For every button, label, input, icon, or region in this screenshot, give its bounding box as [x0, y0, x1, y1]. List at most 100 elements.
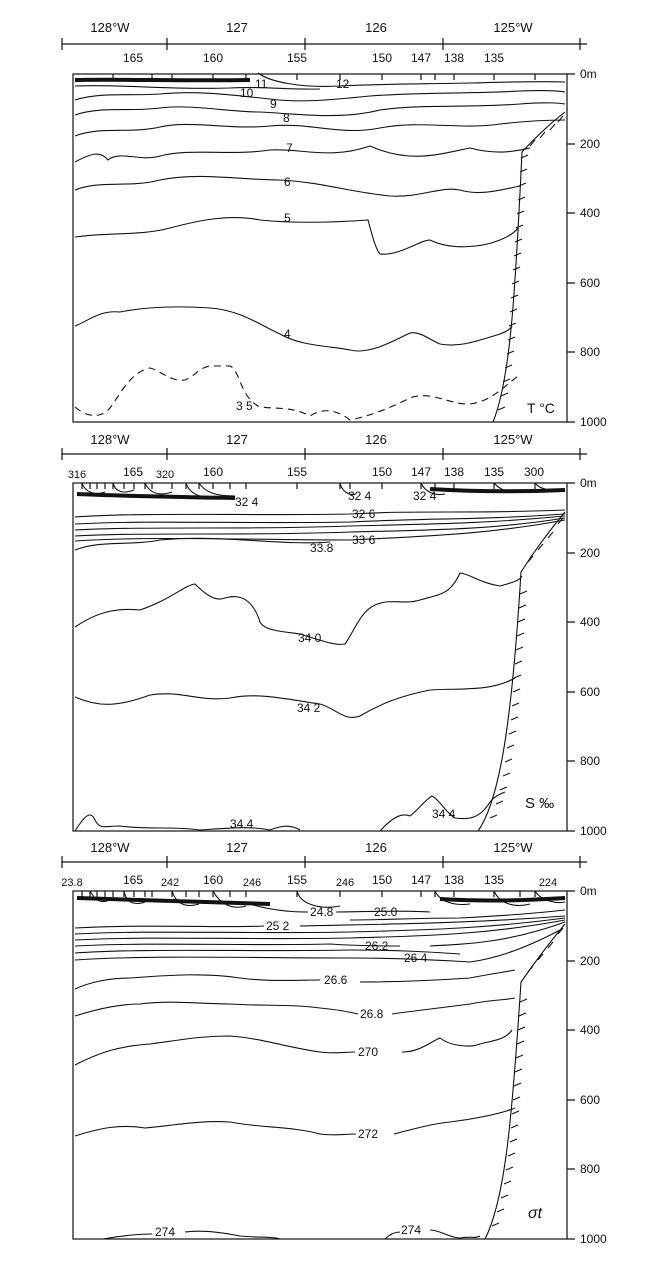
contour-label: 34 4	[432, 807, 456, 821]
temperature-contours	[74, 72, 566, 421]
station-label: 160	[203, 51, 223, 65]
station-label: 300	[524, 465, 544, 479]
station-label: 138	[444, 51, 464, 65]
station-labels: 316 165 320 160 155 150 147 138 135 300	[68, 465, 545, 481]
depth-tick-label: 800	[580, 754, 600, 768]
contour-label: 270	[358, 1045, 378, 1059]
station-label: 246	[243, 877, 261, 889]
depth-tick-label: 1000	[580, 1232, 607, 1246]
contour-label: 26 4	[404, 951, 428, 965]
depth-tick-label: 0m	[580, 884, 597, 898]
station-label: 147	[411, 51, 431, 65]
station-label: 135	[484, 873, 504, 887]
contour-label: 25 2	[266, 919, 290, 933]
contour-label: 5	[284, 211, 291, 225]
longitude-label: 128°W	[90, 840, 130, 855]
contour-label: 34 4	[230, 817, 254, 831]
contour-label: 4	[284, 327, 291, 341]
depth-tick-label: 600	[580, 276, 600, 290]
contour-label: 26.2	[365, 939, 389, 953]
station-label: 147	[411, 873, 431, 887]
contour-label: 10	[240, 86, 254, 100]
depth-tick-label: 1000	[580, 824, 607, 838]
station-label: 160	[203, 873, 223, 887]
station-ticks	[112, 74, 536, 80]
station-label: 242	[161, 877, 179, 889]
contour-label: 3 5	[236, 399, 253, 413]
longitude-label: 125°W	[493, 840, 533, 855]
station-label: 320	[156, 469, 174, 481]
station-label: 138	[444, 465, 464, 479]
station-label: 150	[372, 873, 392, 887]
continental-slope	[492, 111, 566, 423]
sigma-t-contours	[74, 890, 566, 1240]
depth-tick-label: 0m	[580, 67, 597, 81]
longitude-label: 128°W	[90, 20, 130, 35]
contour-label: 32 4	[413, 489, 437, 503]
station-label: 135	[484, 465, 504, 479]
longitude-label: 125°W	[493, 432, 533, 447]
salinity-panel: 128°W 127 126 125°W 316 165 320 160 155 …	[61, 432, 607, 838]
station-label: 316	[68, 469, 86, 481]
station-label: 165	[123, 51, 143, 65]
longitude-axis: 128°W 127 126 125°W	[61, 840, 587, 868]
contour-label: 12	[336, 77, 350, 91]
depth-tick-label: 600	[580, 1093, 600, 1107]
temperature-contour-labels: 12 11 10 9 8 7 6 5 4 3 5	[236, 77, 350, 413]
longitude-label: 127	[226, 20, 248, 35]
contour-label: 32 4	[348, 489, 372, 503]
station-label: 155	[287, 51, 307, 65]
longitude-label: 127	[226, 840, 248, 855]
station-labels: 23.8 165 242 160 246 155 246 150 147 138…	[61, 873, 557, 889]
depth-axis: 0m 200 400 600 800 1000	[567, 476, 607, 838]
contour-label: 26.6	[324, 973, 348, 987]
contour-label: 34 2	[297, 701, 321, 715]
temperature-panel: 128°W 127 126 125°W 165 160 155 150 147 …	[61, 20, 607, 429]
station-label: 246	[336, 877, 354, 889]
depth-tick-label: 200	[580, 954, 600, 968]
variable-label: S ‰	[525, 795, 554, 812]
station-label: 155	[287, 465, 307, 479]
contour-label: 32 6	[352, 507, 376, 521]
contour-label: 6	[284, 175, 291, 189]
station-label: 224	[539, 877, 557, 889]
continental-slope	[477, 511, 566, 832]
variable-label: σt	[528, 1205, 543, 1222]
station-labels: 165 160 155 150 147 138 135	[123, 51, 504, 65]
depth-tick-label: 800	[580, 1162, 600, 1176]
contour-label: 26.8	[360, 1007, 384, 1021]
longitude-label: 128°W	[90, 432, 130, 447]
salinity-contours	[74, 482, 566, 832]
contour-label: 8	[283, 111, 290, 125]
contour-label: 25.0	[374, 905, 398, 919]
longitude-label: 125°W	[493, 20, 533, 35]
depth-tick-label: 800	[580, 345, 600, 359]
salinity-contour-labels: 32 4 32 4 32 4 32 6 33 6 33.8 34 0 34 2 …	[230, 489, 456, 831]
depth-tick-label: 600	[580, 685, 600, 699]
contour-label: 274	[401, 1223, 421, 1237]
station-label: 135	[484, 51, 504, 65]
depth-tick-label: 400	[580, 1023, 600, 1037]
contour-label: 33 6	[352, 533, 376, 547]
contour-label: 24.8	[310, 905, 334, 919]
contour-label: 7	[286, 141, 293, 155]
longitude-label: 127	[226, 432, 248, 447]
longitude-axis: 128°W 127 126 125°W	[61, 20, 587, 50]
contour-label: 272	[358, 1127, 378, 1141]
section-frame	[72, 482, 568, 832]
longitude-label: 126	[365, 432, 387, 447]
contour-label: 32 4	[235, 495, 259, 509]
variable-label: T °C	[527, 400, 555, 416]
station-label: 155	[287, 873, 307, 887]
continental-slope	[484, 923, 566, 1240]
station-label: 165	[123, 465, 143, 479]
station-label: 150	[372, 51, 392, 65]
station-label: 23.8	[61, 877, 82, 889]
depth-tick-label: 200	[580, 137, 600, 151]
depth-tick-label: 200	[580, 546, 600, 560]
depth-tick-label: 0m	[580, 476, 597, 490]
longitude-label: 126	[365, 840, 387, 855]
station-ticks	[81, 891, 536, 897]
sigma-t-contour-labels: 24.8 25.0 25 2 26.2 26 4 26.6 26.8 270 2…	[155, 905, 428, 1239]
